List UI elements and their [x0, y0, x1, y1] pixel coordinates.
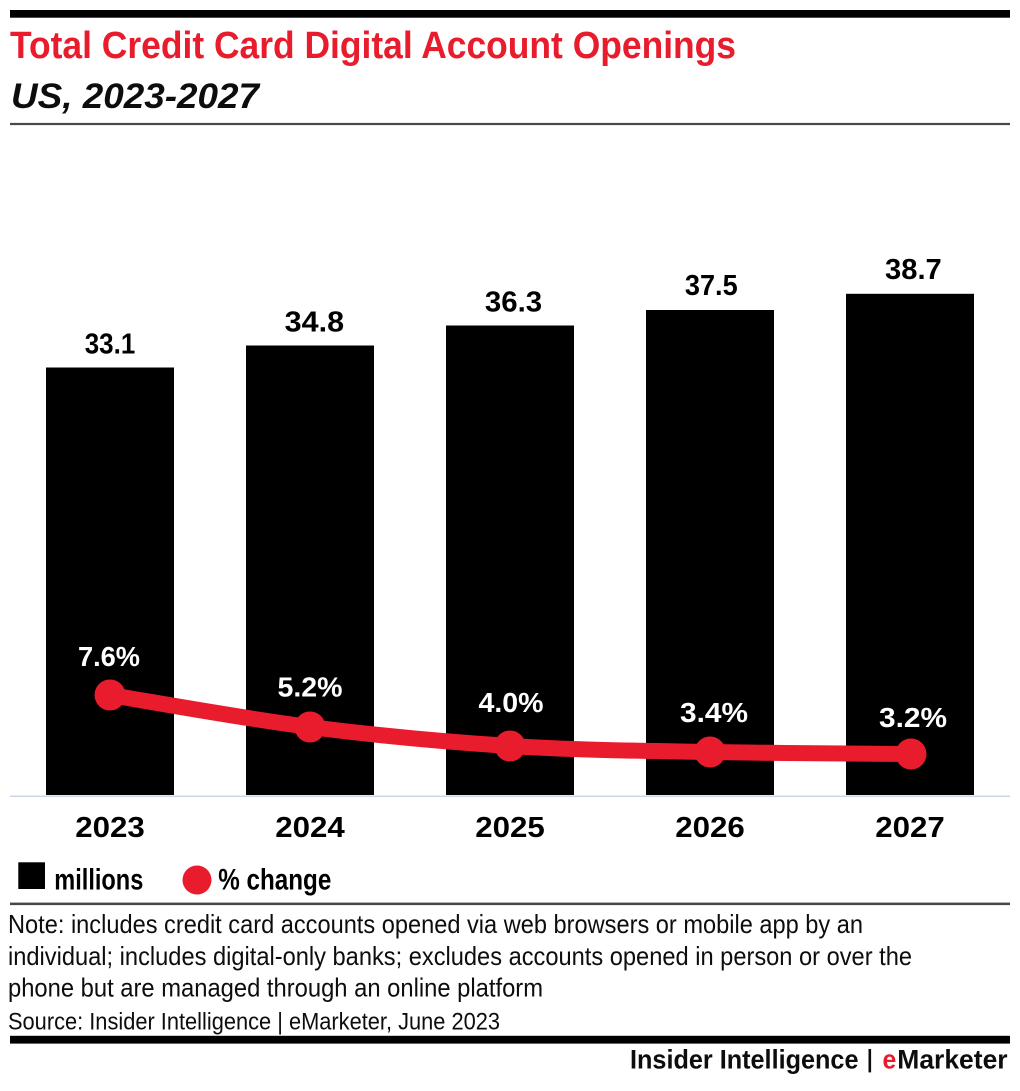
svg-text:2027: 2027 [875, 812, 945, 844]
svg-text:2024: 2024 [275, 812, 345, 844]
svg-text:Source: Insider Intelligence |: Source: Insider Intelligence | eMarketer… [8, 1009, 500, 1036]
svg-text:3.2%: 3.2% [879, 702, 947, 733]
svg-text:3.4%: 3.4% [680, 697, 748, 728]
svg-text:% change: % change [218, 863, 331, 896]
svg-text:33.1: 33.1 [85, 328, 136, 360]
svg-text:millions: millions [54, 863, 143, 896]
svg-text:2026: 2026 [675, 812, 745, 844]
svg-text:Marketer: Marketer [897, 1045, 1008, 1075]
svg-text:US, 2023-2027: US, 2023-2027 [11, 77, 261, 116]
svg-text:36.3: 36.3 [485, 286, 542, 318]
svg-text:phone but are managed through: phone but are managed through an online … [8, 973, 543, 1003]
svg-text:34.8: 34.8 [285, 306, 344, 338]
svg-text:individual; includes digital-o: individual; includes digital-only banks;… [8, 941, 912, 971]
svg-text:e: e [883, 1045, 897, 1075]
svg-text:2025: 2025 [475, 812, 545, 844]
svg-text:7.6%: 7.6% [78, 641, 140, 672]
svg-text:37.5: 37.5 [685, 270, 738, 302]
svg-text:Insider Intelligence: Insider Intelligence [630, 1045, 859, 1075]
svg-text:2023: 2023 [75, 812, 145, 844]
svg-text:Total Credit Card Digital Acco: Total Credit Card Digital Account Openin… [10, 25, 736, 67]
svg-text:4.0%: 4.0% [479, 687, 544, 718]
svg-text:Note: includes credit card acc: Note: includes credit card accounts open… [8, 909, 863, 939]
svg-text:5.2%: 5.2% [278, 671, 343, 702]
svg-text:38.7: 38.7 [885, 254, 942, 286]
